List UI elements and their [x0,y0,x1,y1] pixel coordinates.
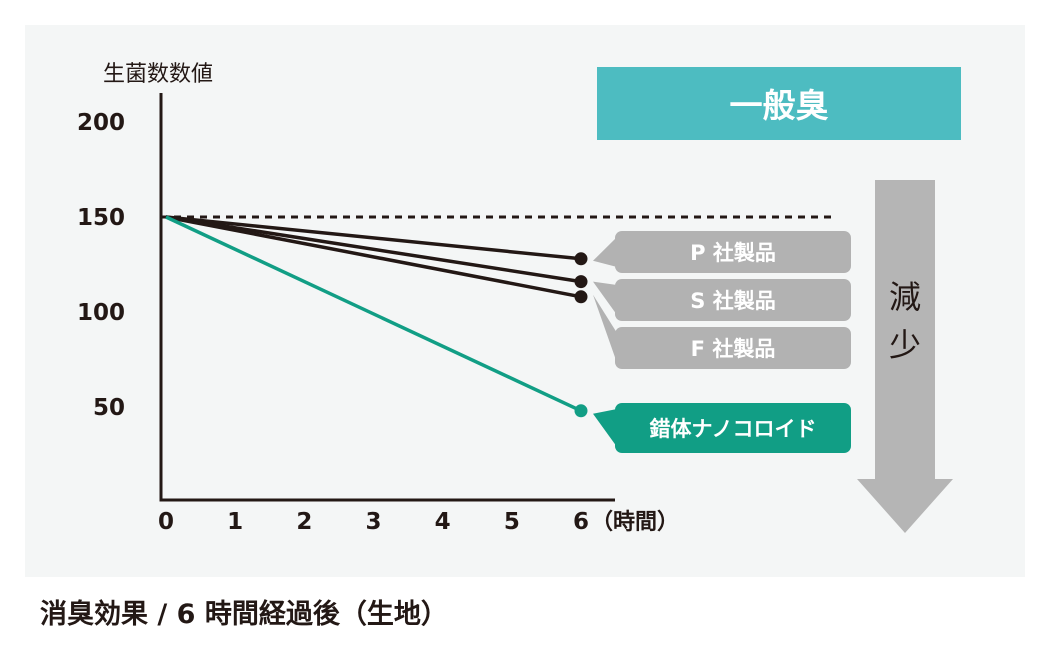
y-axis-label: 生菌数数値 [103,62,213,87]
figure-caption: 消臭効果 / 6 時間経過後（生地） [40,599,448,630]
series-label-text: F 社製品 [691,337,776,361]
series-end-point [574,252,588,266]
series-line [165,215,582,299]
series-end-point [574,404,588,418]
series-label-text: S 社製品 [690,289,775,313]
x-tick-label: 0 [158,509,174,535]
series-label: S 社製品 [593,279,851,321]
series-line [165,215,582,261]
series-end-point [574,290,588,304]
series-label-pointer [593,237,617,267]
series-label-text: P 社製品 [690,241,776,265]
y-tick-label: 100 [77,300,125,326]
series-label-box [615,231,851,273]
y-tick-label: 200 [77,110,125,136]
x-tick-label: 4 [435,509,451,535]
series-label-box [615,403,851,453]
title-box [597,67,961,140]
y-tick-label: 50 [93,395,125,421]
arrow-label-2: 少 [889,326,921,364]
series-label-pointer [593,409,617,447]
decrease-arrow [857,180,953,533]
series-label-box [615,279,851,321]
line-chart: 一般臭 減 少 生菌数数値 （時間） 200 150 100 50 0 1 2 3 4 5 6 P … [77,62,961,535]
x-tick-label: 3 [365,509,381,535]
x-tick-label: 5 [504,509,520,535]
series-end-point [574,275,588,289]
series-label-pointer [593,281,617,315]
series-label: F 社製品 [593,294,851,369]
series-label-pointer [593,294,617,363]
series-label-text: 錯体ナノコロイド [650,417,817,441]
x-tick-label: 6 [573,509,589,535]
series-line [165,215,582,284]
x-tick-label: 1 [227,509,243,535]
arrow-label-1: 減 [889,278,921,316]
chart-panel: 一般臭 減 少 生菌数数値 （時間） 200 150 100 50 0 1 2 3 4 5 6 P … [25,25,1025,577]
y-tick-label: 150 [77,205,125,231]
series-line [165,215,582,413]
chart-title: 一般臭 [730,86,829,125]
series-label: 錯体ナノコロイド [593,403,851,453]
series-label: P 社製品 [593,231,851,273]
x-axis-unit-label: （時間） [591,510,679,535]
x-tick-label: 2 [296,509,312,535]
series-label-box [615,327,851,369]
